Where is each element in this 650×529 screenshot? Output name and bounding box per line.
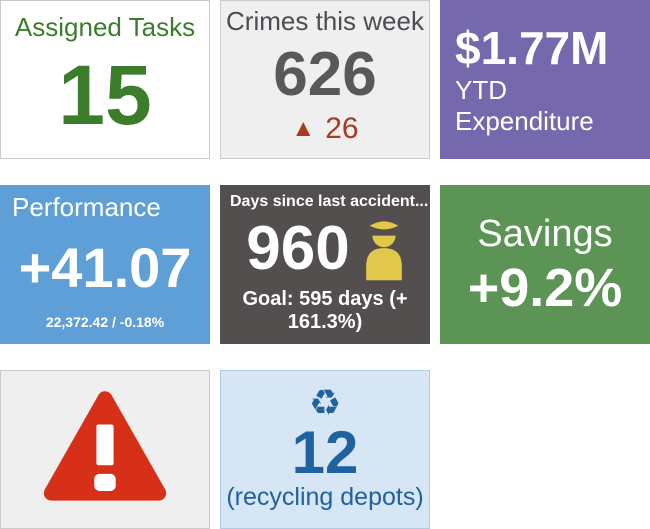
recycling-label: (recycling depots) [226, 483, 424, 511]
accident-value: 960 [246, 214, 350, 284]
crimes-delta-value: 26 [325, 112, 359, 145]
expenditure-value: $1.77M [455, 21, 609, 74]
recycle-icon: ♻ [308, 382, 342, 423]
savings-value: +9.2% [467, 257, 623, 318]
accident-goal: Goal: 595 days (+ 161.3%) [242, 288, 408, 333]
performance-value: +41.07 [18, 235, 192, 299]
card-recycling: ♻ 12 (recycling depots) [220, 370, 430, 529]
card-crimes-week: Crimes this week 626 ▲ 26 [220, 0, 430, 159]
performance-detail: 22,372.42 / -0.18% [45, 314, 165, 330]
accident-title: Days since last accident... [230, 193, 429, 210]
assigned-tasks-value: 15 [58, 47, 152, 142]
warning-triangle-icon [39, 388, 171, 511]
accident-value-row: 960 [220, 211, 430, 288]
increase-arrow-icon: ▲ [291, 115, 316, 142]
crimes-delta: ▲ 26 [221, 114, 429, 144]
assigned-tasks-title: Assigned Tasks [14, 12, 196, 42]
card-ytd-expenditure: $1.77M YTD Expenditure [440, 0, 650, 159]
card-days-since-accident: Days since last accident... 960 Goal: 59… [220, 185, 430, 344]
crimes-value: 626 [273, 39, 377, 109]
crimes-title: Crimes this week [226, 6, 424, 36]
worker-person-icon [364, 216, 404, 282]
card-assigned-tasks: Assigned Tasks 15 [0, 0, 210, 159]
card-warning [0, 370, 210, 529]
recycling-value: 12 [291, 419, 359, 486]
savings-title: Savings [477, 212, 613, 255]
performance-title: Performance [12, 192, 161, 222]
empty-cell [440, 370, 650, 529]
card-savings: Savings +9.2% [440, 185, 650, 344]
expenditure-label: YTD Expenditure [455, 74, 594, 136]
card-performance: Performance +41.07 22,372.42 / -0.18% [0, 185, 210, 344]
